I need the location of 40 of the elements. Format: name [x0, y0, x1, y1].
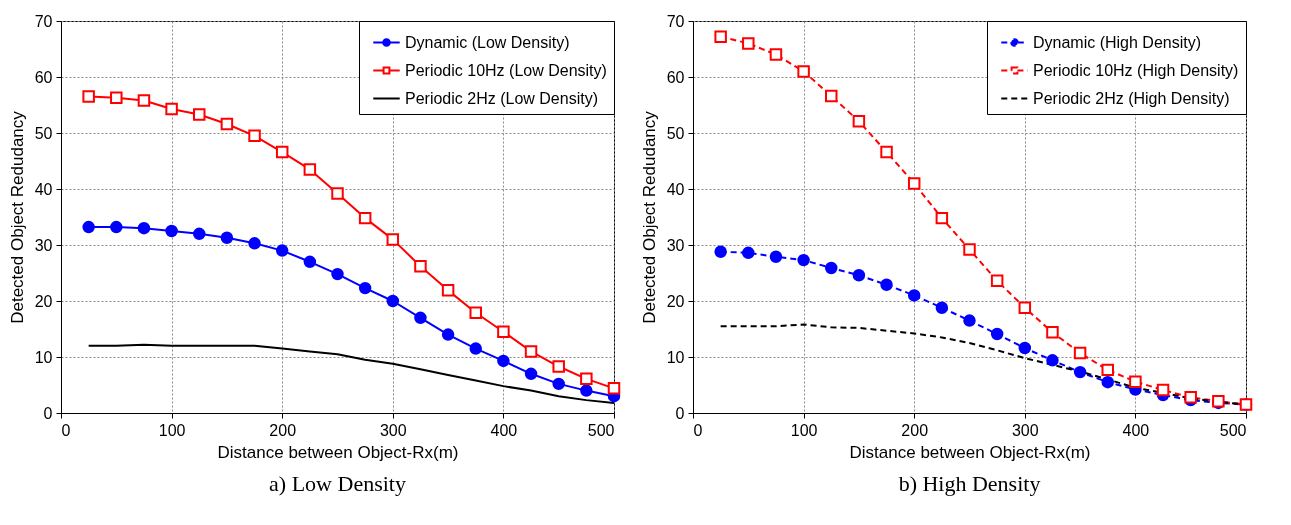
y-tick-label: 50 — [666, 124, 685, 142]
x-tick-label: 100 — [158, 421, 186, 439]
y-tick-label: 20 — [34, 292, 53, 310]
x-tick-label: 0 — [693, 421, 703, 439]
y-axis-title: Detected Object Redudancy — [639, 110, 659, 324]
x-tick-label: 500 — [587, 421, 615, 439]
text: a) Low Density — [269, 471, 406, 496]
y-tick-label: 60 — [34, 68, 53, 86]
x-tick-label: 100 — [790, 421, 818, 439]
x-tick-label: 300 — [1011, 421, 1039, 439]
y-tick-label: 70 — [666, 12, 685, 30]
y-tick-label: 20 — [666, 292, 685, 310]
text: b) High Density — [898, 471, 1041, 496]
y-tick-label: 30 — [34, 236, 53, 254]
y-tick-label: 10 — [34, 348, 53, 366]
y-axis-title: Detected Object Redudancy — [7, 110, 27, 324]
legend-label: Dynamic (Low Density) — [405, 33, 570, 51]
x-tick-label: 200 — [901, 421, 929, 439]
legend-label: Periodic 10Hz (High Density) — [1033, 61, 1239, 79]
legend-label: Periodic 10Hz (Low Density) — [405, 61, 607, 79]
x-tick-label: 300 — [379, 421, 407, 439]
y-tick-label: 30 — [666, 236, 685, 254]
y-tick-label: 40 — [666, 180, 685, 198]
y-tick-label: 0 — [675, 404, 685, 422]
y-tick-label: 0 — [43, 404, 53, 422]
legend-label: Periodic 2Hz (High Density) — [1033, 89, 1230, 107]
x-axis-title: Distance between Object-Rx(m) — [217, 442, 459, 462]
legend-label: Periodic 2Hz (Low Density) — [405, 89, 598, 107]
x-axis-title: Distance between Object-Rx(m) — [849, 442, 1091, 462]
x-tick-label: 400 — [1122, 421, 1150, 439]
x-tick-label: 500 — [1219, 421, 1247, 439]
y-tick-label: 70 — [34, 12, 53, 30]
legend-label: Dynamic (High Density) — [1033, 33, 1202, 51]
y-tick-label: 50 — [34, 124, 53, 142]
y-tick-label: 40 — [34, 180, 53, 198]
x-tick-label: 200 — [269, 421, 297, 439]
x-tick-label: 0 — [61, 421, 71, 439]
y-tick-label: 10 — [666, 348, 685, 366]
y-tick-label: 60 — [666, 68, 685, 86]
x-tick-label: 400 — [490, 421, 518, 439]
